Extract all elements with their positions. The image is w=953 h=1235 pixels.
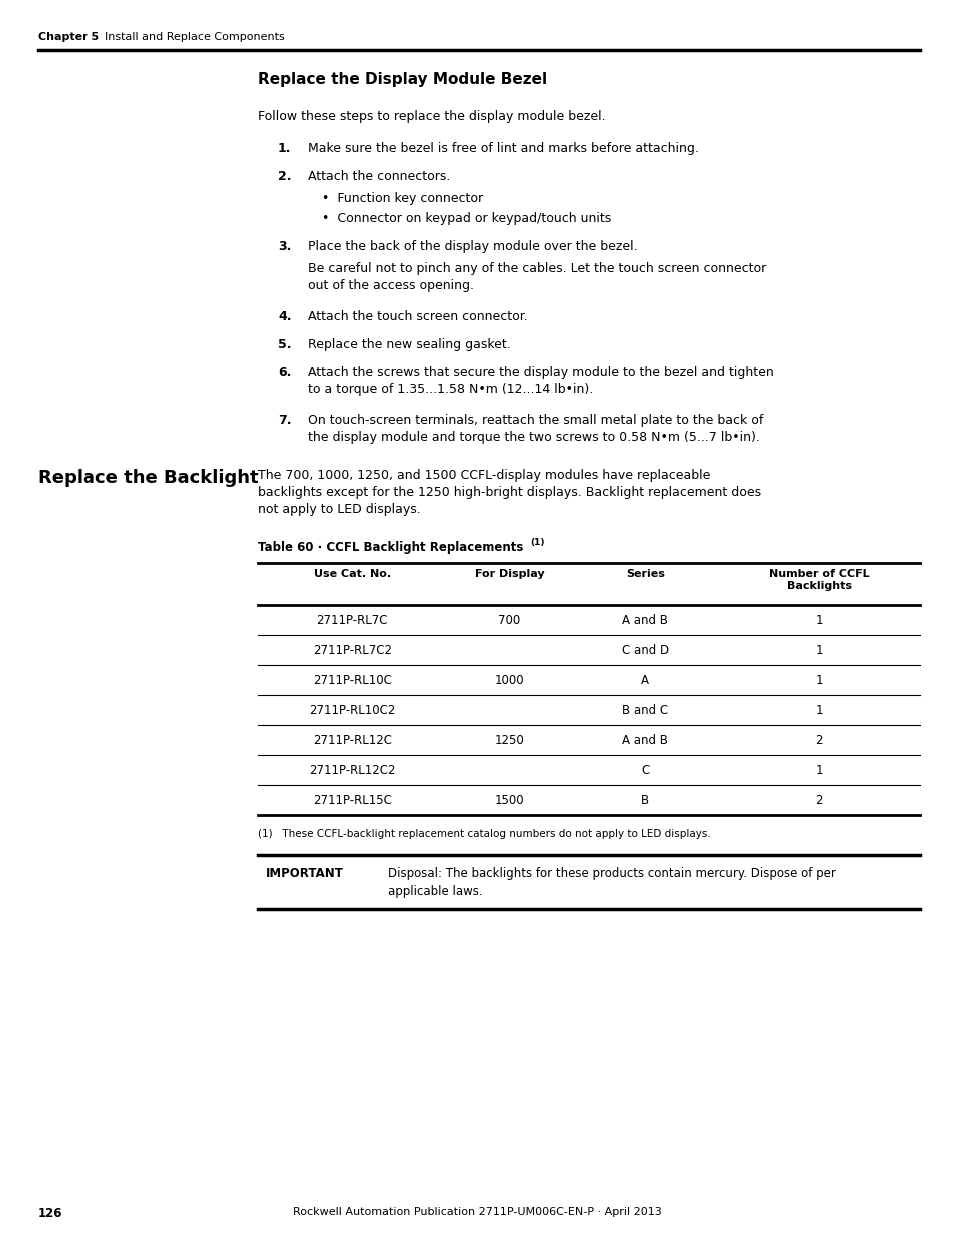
Text: 1.: 1. (277, 142, 292, 156)
Text: 7.: 7. (277, 414, 292, 427)
Text: Be careful not to pinch any of the cables. Let the touch screen connector
out of: Be careful not to pinch any of the cable… (308, 262, 765, 291)
Text: 1: 1 (815, 673, 821, 687)
Text: Follow these steps to replace the display module bezel.: Follow these steps to replace the displa… (257, 110, 605, 124)
Text: A: A (640, 673, 649, 687)
Text: 3.: 3. (277, 240, 291, 253)
Text: Replace the new sealing gasket.: Replace the new sealing gasket. (308, 338, 510, 351)
Text: 2.: 2. (277, 170, 292, 183)
Text: 6.: 6. (277, 366, 291, 379)
Text: Make sure the bezel is free of lint and marks before attaching.: Make sure the bezel is free of lint and … (308, 142, 699, 156)
Text: 2711P-RL12C: 2711P-RL12C (313, 734, 392, 746)
Text: The 700, 1000, 1250, and 1500 CCFL-display modules have replaceable
backlights e: The 700, 1000, 1250, and 1500 CCFL-displ… (257, 469, 760, 516)
Text: 1: 1 (815, 643, 821, 657)
Text: (1)   These CCFL-backlight replacement catalog numbers do not apply to LED displ: (1) These CCFL-backlight replacement cat… (257, 829, 710, 839)
Text: Replace the Backlight: Replace the Backlight (38, 469, 258, 487)
Text: 2711P-RL10C: 2711P-RL10C (313, 673, 392, 687)
Text: 4.: 4. (277, 310, 292, 324)
Text: Number of CCFL
Backlights: Number of CCFL Backlights (768, 569, 868, 592)
Text: A and B: A and B (621, 614, 667, 626)
Text: 1: 1 (815, 704, 821, 716)
Text: 1000: 1000 (495, 673, 524, 687)
Text: Replace the Display Module Bezel: Replace the Display Module Bezel (257, 72, 547, 86)
Text: C and D: C and D (621, 643, 668, 657)
Text: On touch-screen terminals, reattach the small metal plate to the back of
the dis: On touch-screen terminals, reattach the … (308, 414, 762, 445)
Text: •  Function key connector: • Function key connector (322, 191, 482, 205)
Text: Rockwell Automation Publication 2711P-UM006C-EN-P · April 2013: Rockwell Automation Publication 2711P-UM… (293, 1207, 660, 1216)
Text: Attach the connectors.: Attach the connectors. (308, 170, 450, 183)
Text: 2711P-RL10C2: 2711P-RL10C2 (309, 704, 395, 716)
Text: 5.: 5. (277, 338, 292, 351)
Text: Series: Series (625, 569, 664, 579)
Text: 126: 126 (38, 1207, 63, 1220)
Text: IMPORTANT: IMPORTANT (266, 867, 343, 881)
Text: 2711P-RL15C: 2711P-RL15C (313, 794, 392, 806)
Text: C: C (640, 763, 649, 777)
Text: For Display: For Display (475, 569, 544, 579)
Text: Use Cat. No.: Use Cat. No. (314, 569, 391, 579)
Text: 2711P-RL7C: 2711P-RL7C (316, 614, 388, 626)
Text: 1: 1 (815, 614, 821, 626)
Text: Disposal: The backlights for these products contain mercury. Dispose of per
appl: Disposal: The backlights for these produ… (388, 867, 835, 898)
Text: B: B (640, 794, 649, 806)
Text: Table 60 · CCFL Backlight Replacements: Table 60 · CCFL Backlight Replacements (257, 541, 523, 555)
Text: (1): (1) (530, 538, 544, 547)
Text: Chapter 5: Chapter 5 (38, 32, 99, 42)
Text: 2: 2 (815, 734, 821, 746)
Text: Install and Replace Components: Install and Replace Components (105, 32, 284, 42)
Text: A and B: A and B (621, 734, 667, 746)
Text: B and C: B and C (621, 704, 668, 716)
Text: 2711P-RL7C2: 2711P-RL7C2 (313, 643, 392, 657)
Text: Attach the screws that secure the display module to the bezel and tighten
to a t: Attach the screws that secure the displa… (308, 366, 773, 396)
Text: 1250: 1250 (495, 734, 524, 746)
Text: 1: 1 (815, 763, 821, 777)
Text: Attach the touch screen connector.: Attach the touch screen connector. (308, 310, 527, 324)
Text: 700: 700 (497, 614, 520, 626)
Text: 2711P-RL12C2: 2711P-RL12C2 (309, 763, 395, 777)
Text: •  Connector on keypad or keypad/touch units: • Connector on keypad or keypad/touch un… (322, 212, 611, 225)
Text: 2: 2 (815, 794, 821, 806)
Text: Place the back of the display module over the bezel.: Place the back of the display module ove… (308, 240, 637, 253)
Text: 1500: 1500 (495, 794, 524, 806)
